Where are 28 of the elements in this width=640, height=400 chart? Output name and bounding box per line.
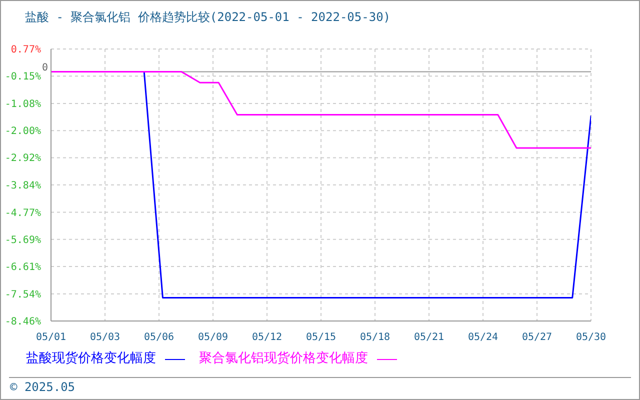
ref-line-label: 0	[42, 62, 48, 74]
x-tick-label: 05/15	[306, 332, 336, 343]
y-tick-label: -2.92%	[4, 153, 41, 164]
y-tick-label: -0.15%	[4, 72, 41, 83]
legend-label: 聚合氯化铝现货价格变化幅度	[199, 350, 368, 368]
x-tick-label: 05/18	[360, 332, 390, 343]
y-tick-label: -3.84%	[4, 180, 41, 192]
x-tick-label: 05/06	[144, 332, 174, 343]
legend-label: 盐酸现货价格变化幅度	[26, 350, 156, 368]
y-tick-label: -4.77%	[4, 208, 41, 219]
y-tick-label: -5.69%	[4, 234, 41, 246]
y-tick-label: 0.77%	[10, 44, 41, 56]
x-tick-label: 05/09	[198, 332, 228, 343]
x-tick-label: 05/01	[36, 332, 66, 343]
text: © 2025.05	[10, 379, 76, 395]
y-tick-label: -8.46%	[4, 316, 41, 328]
x-tick-label: 05/03	[90, 332, 120, 343]
line-series	[51, 70, 591, 149]
y-tick-label: -1.08%	[4, 99, 41, 110]
x-tick-label: 05/30	[576, 332, 606, 343]
y-tick-label: -2.00%	[4, 126, 41, 138]
x-tick-label: 05/12	[252, 332, 282, 343]
y-tick-label: -7.54%	[4, 289, 41, 300]
x-tick-label: 05/24	[468, 332, 498, 343]
x-tick-label: 05/21	[414, 332, 444, 343]
y-tick-label: -6.61%	[4, 262, 41, 273]
x-tick-label: 05/27	[522, 332, 552, 343]
chart-title: 盐酸 - 聚合氯化铝 价格趋势比较(2022-05-01 - 2022-05-30)	[25, 9, 391, 25]
